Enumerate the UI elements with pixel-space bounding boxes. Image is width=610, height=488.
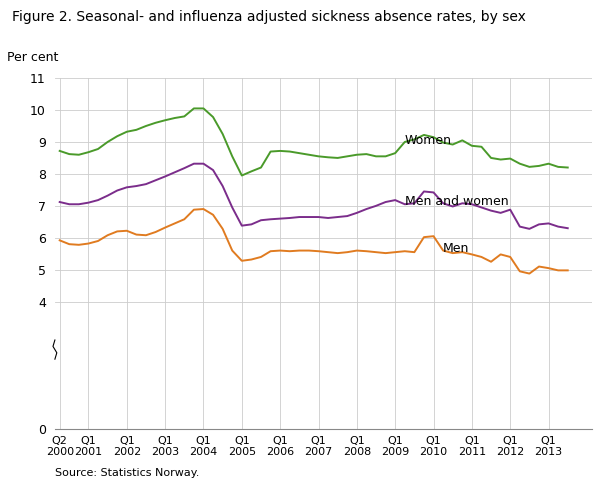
Text: Men and women: Men and women <box>405 195 508 207</box>
Text: Figure 2. Seasonal- and influenza adjusted sickness absence rates, by sex: Figure 2. Seasonal- and influenza adjust… <box>12 10 526 24</box>
Text: Source: Statistics Norway.: Source: Statistics Norway. <box>55 468 199 478</box>
Text: Per cent: Per cent <box>7 51 58 64</box>
Text: Men: Men <box>443 242 470 255</box>
Text: Women: Women <box>405 134 452 147</box>
